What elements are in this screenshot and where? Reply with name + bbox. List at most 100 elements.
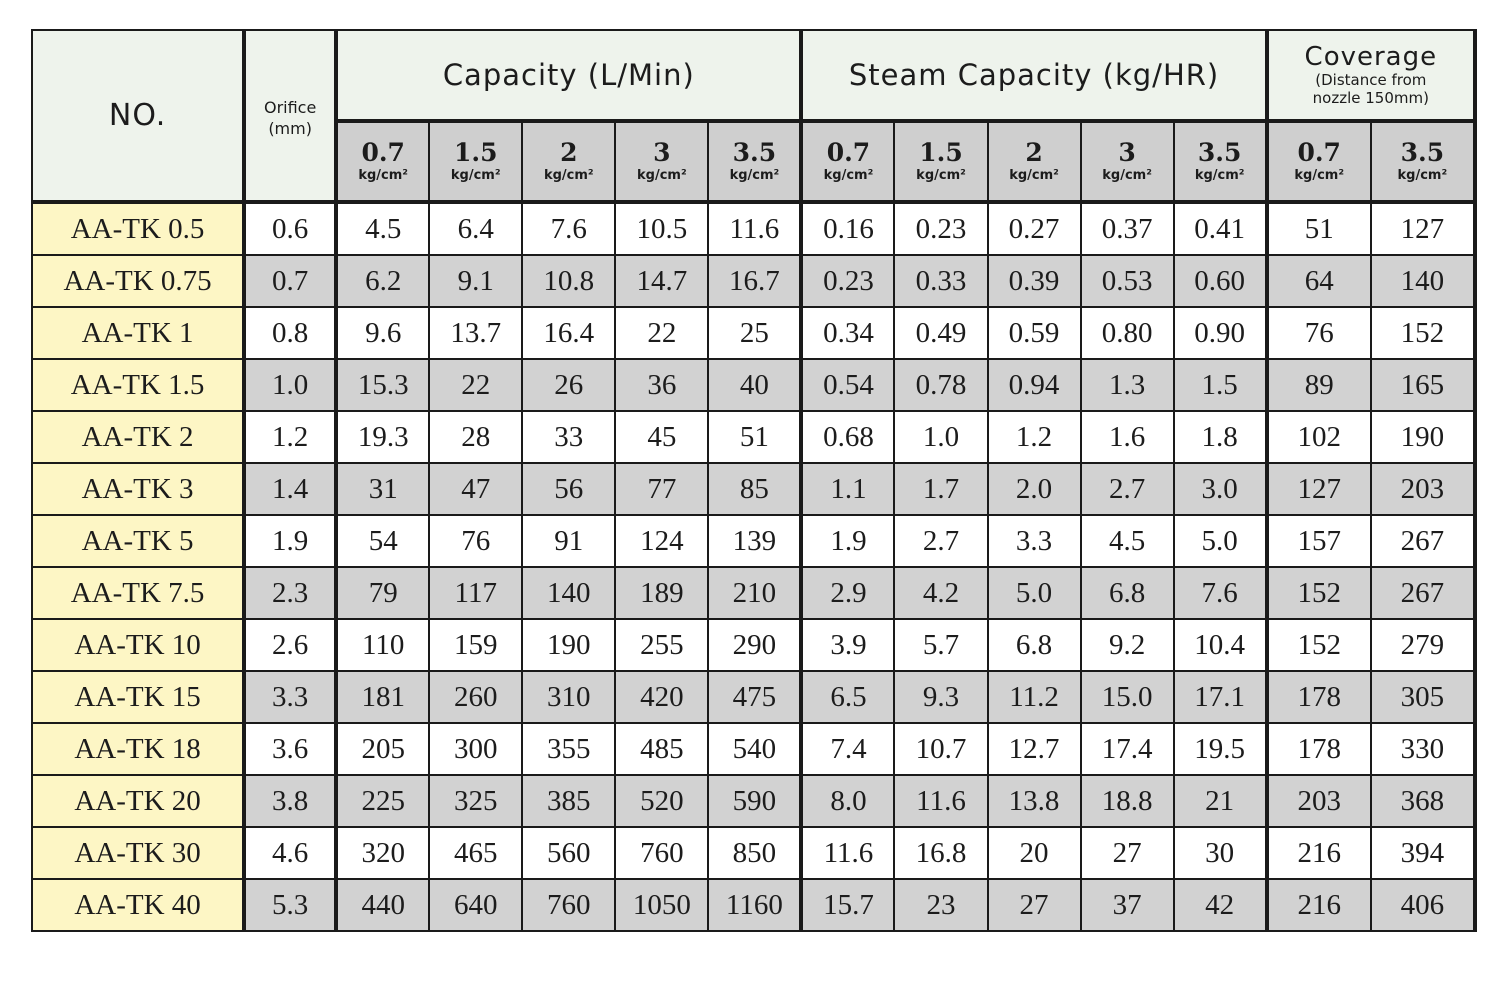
capacity-cell: 26 — [521, 358, 617, 412]
orifice-cell: 5.3 — [243, 878, 339, 932]
orifice-cell: 3.8 — [243, 774, 339, 828]
pressure-header-coverage-0: 0.7 kg/cm² — [1265, 120, 1372, 204]
steam-capacity-cell: 0.80 — [1079, 306, 1175, 360]
capacity-cell: 205 — [335, 722, 431, 776]
capacity-cell: 117 — [428, 566, 524, 620]
steam-capacity-cell: 20 — [986, 826, 1082, 880]
steam-capacity-cell: 0.68 — [800, 410, 896, 464]
model-cell: AA-TK 2 — [30, 410, 247, 464]
pressure-unit: kg/cm² — [358, 168, 409, 183]
steam-capacity-cell: 13.8 — [986, 774, 1082, 828]
steam-capacity-cell: 3.0 — [1172, 462, 1269, 516]
capacity-cell: 31 — [335, 462, 431, 516]
steam-capacity-cell: 5.7 — [893, 618, 989, 672]
capacity-cell: 385 — [521, 774, 617, 828]
coverage-cell: 157 — [1265, 514, 1372, 568]
orifice-cell: 3.3 — [243, 670, 339, 724]
steam-capacity-cell: 0.27 — [986, 201, 1082, 256]
steam-capacity-cell: 37 — [1079, 878, 1175, 932]
capacity-cell: 1050 — [614, 878, 710, 932]
steam-capacity-cell: 0.60 — [1172, 254, 1269, 308]
table-row: AA-TK 7.5 2.3 79 117 140 189 210 2.9 4.2 5.0 6.8 7.… — [30, 566, 1478, 620]
orifice-cell: 1.0 — [243, 358, 339, 412]
table-row: AA-TK 0.75 0.7 6.2 9.1 10.8 14.7 16.7 0.23 0.33 0… — [30, 254, 1478, 308]
capacity-cell: 22 — [614, 306, 710, 360]
capacity-cell: 475 — [707, 670, 804, 724]
coverage-cell: 203 — [1265, 774, 1372, 828]
capacity-cell: 190 — [521, 618, 617, 672]
table-row: AA-TK 18 3.6 205 300 355 485 540 7.4 10.7 12.7 17.… — [30, 722, 1478, 776]
coverage-cell: 216 — [1265, 826, 1372, 880]
model-cell: AA-TK 3 — [30, 462, 247, 516]
orifice-cell: 0.6 — [243, 201, 339, 256]
coverage-cell: 330 — [1369, 722, 1478, 776]
coverage-cell: 152 — [1265, 566, 1372, 620]
capacity-cell: 15.3 — [335, 358, 431, 412]
capacity-cell: 6.4 — [428, 201, 524, 256]
steam-capacity-cell: 0.90 — [1172, 306, 1269, 360]
steam-capacity-cell: 17.4 — [1079, 722, 1175, 776]
steam-capacity-cell: 27 — [986, 878, 1082, 932]
pressure-unit: kg/cm² — [729, 168, 780, 183]
capacity-cell: 47 — [428, 462, 524, 516]
pressure-header-capacity-2: 2 kg/cm² — [521, 120, 617, 204]
coverage-cell: 76 — [1265, 306, 1372, 360]
capacity-cell: 28 — [428, 410, 524, 464]
header-steam-capacity: Steam Capacity (kg/HR) — [800, 29, 1269, 123]
steam-capacity-cell: 30 — [1172, 826, 1269, 880]
coverage-cell: 190 — [1369, 410, 1478, 464]
pressure-unit: kg/cm² — [543, 168, 594, 183]
orifice-cell: 1.9 — [243, 514, 339, 568]
capacity-cell: 760 — [614, 826, 710, 880]
steam-capacity-cell: 0.41 — [1172, 201, 1269, 256]
steam-capacity-cell: 1.5 — [1172, 358, 1269, 412]
pressure-value: 3.5 — [1197, 138, 1242, 167]
model-cell: AA-TK 1 — [30, 306, 247, 360]
coverage-cell: 267 — [1369, 566, 1478, 620]
pressure-header-steam-1: 1.5 kg/cm² — [893, 120, 989, 204]
coverage-cell: 51 — [1265, 201, 1372, 256]
header-row-pressures: 0.7 kg/cm² 1.5 kg/cm² 2 kg/cm² 3 kg/cm² 3.5 kg/cm… — [32, 120, 1478, 204]
steam-capacity-cell: 0.23 — [800, 254, 896, 308]
model-cell: AA-TK 10 — [30, 618, 247, 672]
steam-capacity-cell: 21 — [1172, 774, 1269, 828]
model-cell: AA-TK 40 — [30, 878, 247, 932]
capacity-cell: 159 — [428, 618, 524, 672]
capacity-cell: 310 — [521, 670, 617, 724]
header-capacity-label: Capacity (L/Min) — [442, 58, 695, 92]
header-coverage: Coverage (Distance from nozzle 150mm) — [1265, 29, 1478, 123]
pressure-unit: kg/cm² — [823, 168, 874, 183]
model-cell: AA-TK 18 — [30, 722, 247, 776]
pressure-value: 3 — [653, 138, 671, 167]
capacity-cell: 1160 — [707, 878, 804, 932]
pressure-value: 2 — [1025, 138, 1043, 167]
header-capacity: Capacity (L/Min) — [335, 29, 804, 123]
coverage-cell: 127 — [1265, 462, 1372, 516]
capacity-cell: 420 — [614, 670, 710, 724]
steam-capacity-cell: 0.16 — [800, 201, 896, 256]
capacity-cell: 77 — [614, 462, 710, 516]
capacity-cell: 85 — [707, 462, 804, 516]
capacity-cell: 7.6 — [521, 201, 617, 256]
coverage-cell: 178 — [1265, 670, 1372, 724]
orifice-cell: 0.8 — [243, 306, 339, 360]
model-cell: AA-TK 0.5 — [30, 201, 247, 256]
steam-capacity-cell: 4.5 — [1079, 514, 1175, 568]
capacity-cell: 640 — [428, 878, 524, 932]
pressure-unit: kg/cm² — [1194, 168, 1245, 183]
table-row: AA-TK 0.5 0.6 4.5 6.4 7.6 10.5 11.6 0.16 0.23 0.2… — [30, 201, 1478, 256]
orifice-cell: 1.2 — [243, 410, 339, 464]
capacity-cell: 40 — [707, 358, 804, 412]
pressure-value: 0.7 — [1297, 138, 1341, 167]
coverage-cell: 64 — [1265, 254, 1372, 308]
steam-capacity-cell: 10.4 — [1172, 618, 1269, 672]
steam-capacity-cell: 2.9 — [800, 566, 896, 620]
coverage-cell: 152 — [1265, 618, 1372, 672]
orifice-cell: 4.6 — [243, 826, 339, 880]
header-coverage-title: Coverage — [1304, 42, 1438, 72]
model-cell: AA-TK 15 — [30, 670, 247, 724]
table-row: AA-TK 1.5 1.0 15.3 22 26 36 40 0.54 0.78 0.94 1.3 1… — [30, 358, 1478, 412]
coverage-cell: 305 — [1369, 670, 1478, 724]
nozzle-spec-table: NO. Orifice (mm) Capacity (L/Min) Steam … — [30, 29, 1478, 932]
pressure-unit: kg/cm² — [1102, 168, 1152, 183]
